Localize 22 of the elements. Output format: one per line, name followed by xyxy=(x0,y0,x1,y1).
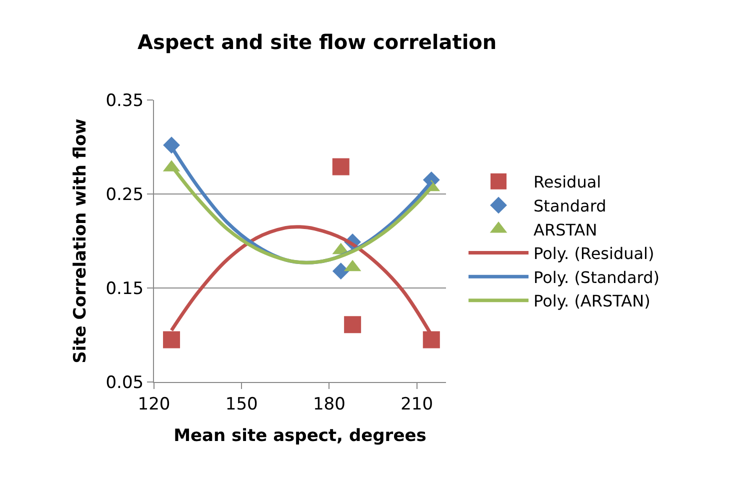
y-tick-label: 0.15 xyxy=(106,278,144,299)
x-tick-label: 210 xyxy=(400,394,434,414)
legend-label: Residual xyxy=(534,172,602,192)
x-tick-label: 120 xyxy=(138,394,170,414)
chart-title: Aspect and site flow correlation xyxy=(138,30,497,54)
y-tick-label: 0.05 xyxy=(106,372,144,393)
legend-label: Poly. (ARSTAN) xyxy=(534,292,650,311)
y-tick-label: 0.25 xyxy=(106,184,144,205)
point xyxy=(422,331,440,348)
x-axis-title: Mean site aspect, degrees xyxy=(174,426,426,446)
point xyxy=(332,262,350,280)
legend-label: ARSTAN xyxy=(534,220,598,240)
legend-label: Poly. (Residual) xyxy=(534,244,654,264)
y-tick-label: 0.35 xyxy=(106,90,144,111)
x-tick-label: 180 xyxy=(312,394,346,414)
point xyxy=(163,331,180,348)
point xyxy=(344,316,362,334)
y-axis-title: Site Correlation with flow xyxy=(70,118,90,364)
legend-label: Standard xyxy=(534,196,606,216)
x-tick-label: 150 xyxy=(225,394,258,414)
legend-label: Poly. (Standard) xyxy=(534,268,660,287)
point xyxy=(332,158,350,176)
